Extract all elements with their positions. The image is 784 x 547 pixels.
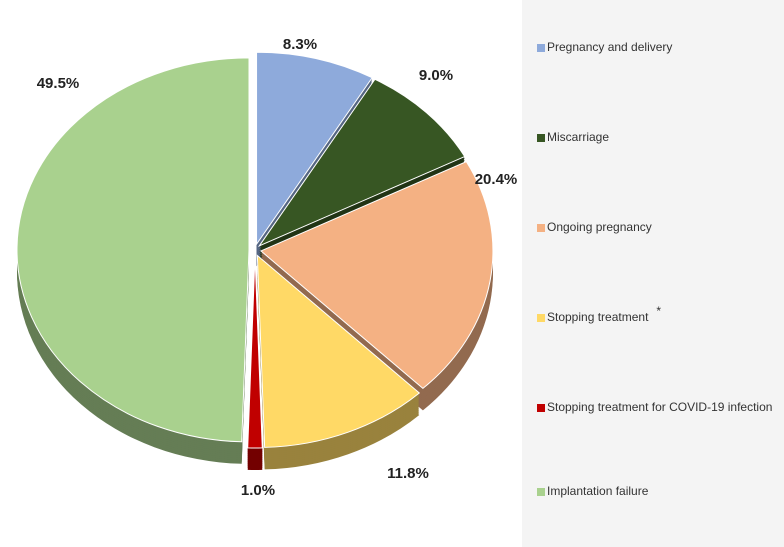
legend-swatch — [537, 44, 545, 52]
legend-label: Ongoing pregnancy — [547, 220, 652, 234]
pie: 8.3% 9.0% 20.4% 11.8% 1.0% 49.5% — [16, 36, 518, 499]
value-label: 9.0% — [419, 67, 453, 84]
value-label: 1.0% — [241, 482, 275, 499]
legend-label: Miscarriage — [547, 130, 609, 144]
legend-label: Implantation failure — [547, 484, 649, 498]
value-label: 49.5% — [37, 75, 80, 92]
slice — [259, 161, 494, 390]
legend-panel — [522, 0, 784, 547]
value-label: 11.8% — [387, 465, 429, 482]
legend-label: Stopping treatment for COVID-19 infectio… — [547, 400, 772, 414]
legend: Pregnancy and delivery Miscarriage Ongoing… — [537, 40, 772, 498]
value-label: 20.4% — [475, 171, 518, 188]
slice — [256, 254, 421, 448]
slice — [257, 78, 466, 247]
legend-label: Stopping treatment — [547, 310, 649, 324]
value-label: 8.3% — [283, 36, 317, 53]
annotation: * — [656, 304, 661, 318]
slice — [256, 51, 373, 246]
legend-swatch — [537, 314, 545, 322]
legend-swatch — [537, 224, 545, 232]
legend-swatch — [537, 404, 545, 412]
legend-swatch — [537, 488, 545, 496]
slice — [247, 255, 263, 449]
slice — [16, 57, 250, 443]
legend-label: Pregnancy and delivery — [547, 40, 672, 54]
legend-swatch — [537, 134, 545, 142]
